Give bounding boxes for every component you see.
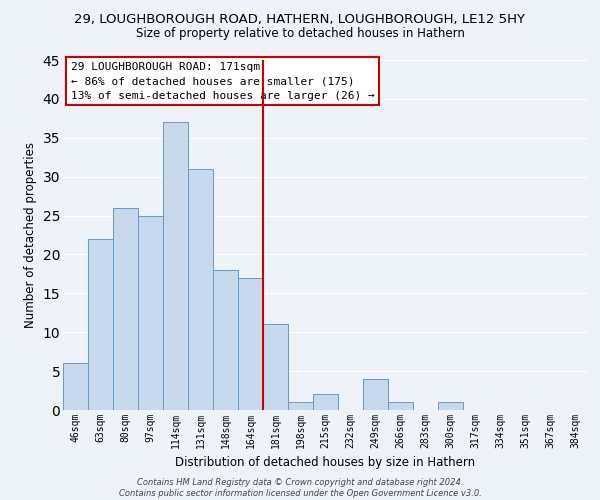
Bar bbox=[288, 402, 313, 410]
X-axis label: Distribution of detached houses by size in Hathern: Distribution of detached houses by size … bbox=[175, 456, 476, 469]
Bar bbox=[63, 364, 88, 410]
Bar bbox=[238, 278, 263, 410]
Text: Size of property relative to detached houses in Hathern: Size of property relative to detached ho… bbox=[136, 28, 464, 40]
Bar bbox=[88, 239, 113, 410]
Text: 29, LOUGHBOROUGH ROAD, HATHERN, LOUGHBOROUGH, LE12 5HY: 29, LOUGHBOROUGH ROAD, HATHERN, LOUGHBOR… bbox=[74, 12, 526, 26]
Bar bbox=[163, 122, 188, 410]
Bar bbox=[213, 270, 238, 410]
Bar bbox=[313, 394, 338, 410]
Bar bbox=[138, 216, 163, 410]
Bar bbox=[263, 324, 288, 410]
Text: 29 LOUGHBOROUGH ROAD: 171sqm
← 86% of detached houses are smaller (175)
13% of s: 29 LOUGHBOROUGH ROAD: 171sqm ← 86% of de… bbox=[71, 62, 374, 100]
Bar bbox=[188, 169, 213, 410]
Bar bbox=[363, 379, 388, 410]
Bar bbox=[113, 208, 138, 410]
Y-axis label: Number of detached properties: Number of detached properties bbox=[24, 142, 37, 328]
Bar bbox=[388, 402, 413, 410]
Text: Contains HM Land Registry data © Crown copyright and database right 2024.
Contai: Contains HM Land Registry data © Crown c… bbox=[119, 478, 481, 498]
Bar bbox=[438, 402, 463, 410]
